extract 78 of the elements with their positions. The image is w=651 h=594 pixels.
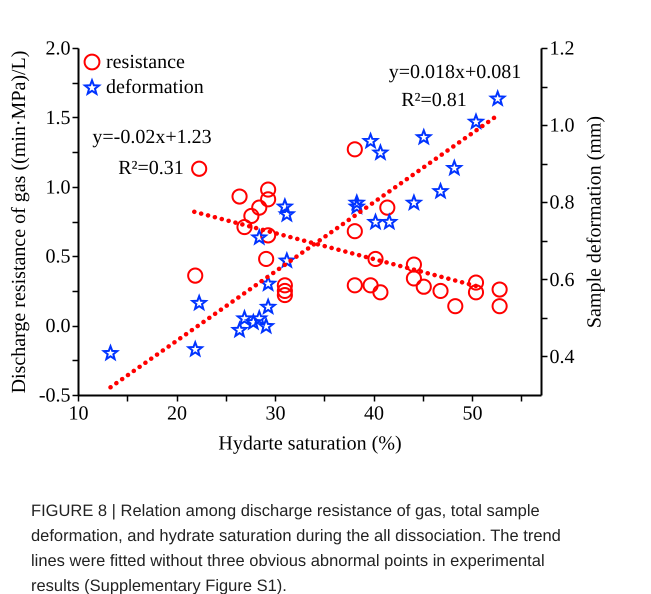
legend-label: deformation <box>106 76 204 98</box>
x-tick-label: 40 <box>364 402 384 424</box>
x-tick-label: 50 <box>462 402 483 424</box>
point <box>362 133 378 148</box>
point <box>231 188 248 205</box>
point <box>246 314 262 330</box>
point <box>188 341 203 356</box>
point <box>346 223 363 240</box>
point <box>432 282 449 299</box>
point <box>492 281 508 298</box>
y2-tick-label: 0.4 <box>550 346 574 368</box>
y2-tick-label: 0.6 <box>550 268 574 291</box>
point <box>102 345 118 360</box>
point <box>372 144 388 160</box>
point <box>236 218 253 236</box>
point <box>260 227 276 244</box>
y-tick-label: -0.5 <box>38 384 70 406</box>
point <box>276 277 293 294</box>
point <box>277 198 293 214</box>
point <box>260 298 276 314</box>
point <box>258 250 274 268</box>
point <box>187 268 204 284</box>
y-axis-title: Discharge resistance of gas ((min·MPa)/L) <box>8 50 30 394</box>
point <box>258 318 274 334</box>
annotation: R²=0.81 <box>401 89 467 111</box>
point <box>368 214 384 229</box>
point <box>252 310 267 326</box>
point <box>468 114 484 129</box>
point <box>260 182 276 198</box>
point <box>279 206 295 222</box>
point <box>406 270 422 286</box>
point <box>279 252 295 268</box>
point <box>490 90 506 106</box>
point <box>416 129 432 144</box>
y-tick-label: 2.0 <box>46 38 70 60</box>
y2-axis-title: Sample deformation (mm) <box>584 116 606 328</box>
annotation: R²=0.31 <box>118 157 184 179</box>
point <box>432 183 448 198</box>
point <box>446 160 462 175</box>
x-tick-label: 10 <box>68 402 88 424</box>
point <box>260 191 276 208</box>
point <box>468 274 484 291</box>
point <box>346 277 363 294</box>
point <box>416 278 432 295</box>
point <box>362 277 379 294</box>
point <box>382 214 398 229</box>
point <box>191 160 208 177</box>
point <box>346 141 363 158</box>
point <box>236 310 252 326</box>
y2-tick-label: 0.8 <box>550 192 574 214</box>
legend-label: resistance <box>106 51 185 73</box>
y-tick-label: 0.0 <box>46 315 70 338</box>
y-tick-label: 0.5 <box>46 246 70 268</box>
point <box>232 322 248 337</box>
point <box>406 256 422 273</box>
point <box>243 208 260 224</box>
point <box>447 298 464 314</box>
point <box>276 282 293 299</box>
y2-tick-label: 1.0 <box>550 114 574 137</box>
annotation: y=0.018x+0.081 <box>388 61 522 83</box>
point <box>492 298 508 314</box>
point <box>372 284 388 300</box>
point <box>468 284 484 300</box>
y2-tick-label: 1.2 <box>550 38 574 60</box>
point <box>276 287 293 304</box>
x-axis-title: Hydarte saturation (%) <box>218 432 402 454</box>
point <box>251 200 268 216</box>
point <box>367 250 384 268</box>
point <box>379 200 396 216</box>
y-tick-label: 1.5 <box>46 106 70 129</box>
annotation: y=-0.02x+1.23 <box>92 126 212 148</box>
point <box>406 194 422 210</box>
point <box>260 276 276 291</box>
x-tick-label: 20 <box>167 402 188 424</box>
y-tick-label: 1.0 <box>46 176 70 198</box>
point <box>191 295 207 310</box>
x-tick-label: 30 <box>266 402 286 424</box>
point <box>252 230 267 244</box>
